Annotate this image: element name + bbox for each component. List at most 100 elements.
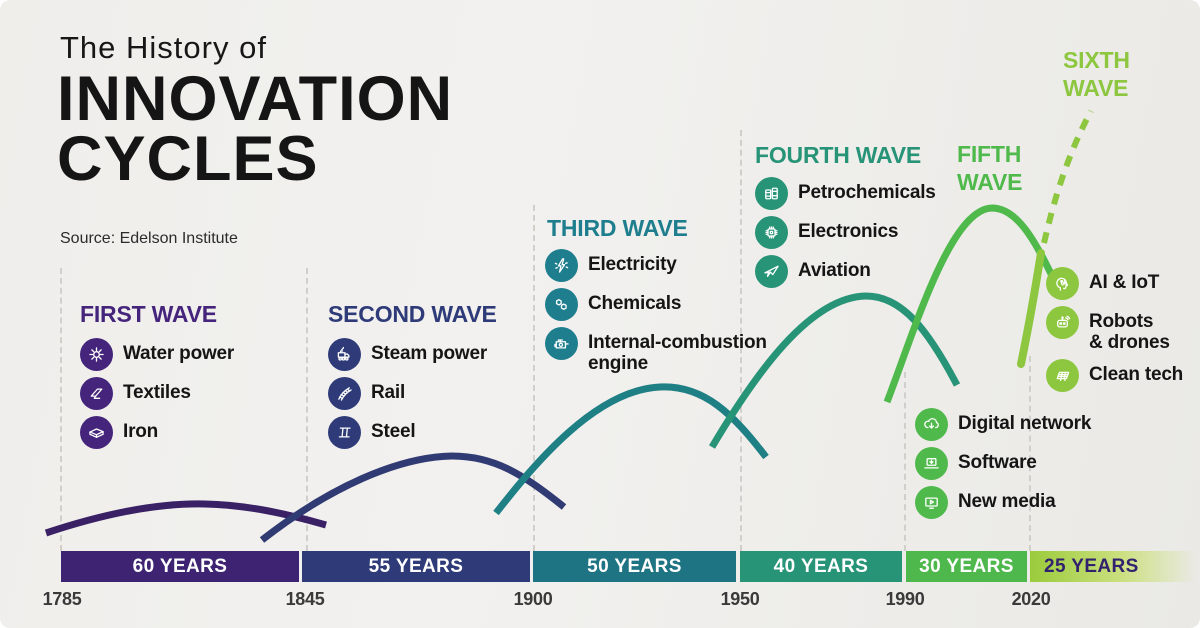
fourth-wave-title: FOURTH WAVE — [755, 142, 922, 168]
internal-combustion-engine-icon — [545, 327, 578, 360]
list-item: Chemicals — [545, 288, 767, 321]
item-label: Chemicals — [588, 293, 682, 315]
item-label: Petrochemicals — [798, 182, 936, 204]
steel-icon — [328, 416, 361, 449]
list-item: Steel — [328, 416, 487, 449]
item-label: AI & IoT — [1089, 272, 1160, 294]
first-wave-title: FIRST WAVE — [80, 301, 217, 327]
list-item: Electricity — [545, 249, 767, 282]
guide-line-1990 — [904, 372, 906, 551]
clean-tech-icon — [1046, 359, 1079, 393]
item-label: Steam power — [371, 343, 488, 365]
sixth-wave-items: AI & IoT Robots & drones Clean tech — [1046, 267, 1183, 398]
petrochemicals-icon — [755, 177, 788, 210]
second-wave-title: SECOND WAVE — [328, 301, 497, 327]
year-label-1950: 1950 — [720, 589, 760, 609]
item-label-line1: Robots — [1089, 311, 1154, 332]
list-item: Steam power — [328, 338, 487, 371]
aviation-icon — [755, 255, 788, 288]
first-wave-items: Water power Textiles Iron — [80, 338, 234, 455]
list-item: Robots & drones — [1046, 306, 1183, 353]
third-wave-items: Electricity Chemicals Internal-combustio… — [545, 249, 767, 380]
first-wave-curve — [44, 500, 327, 537]
year-label-1990: 1990 — [885, 589, 925, 609]
list-item: Electronics — [755, 216, 936, 249]
water-power-icon — [80, 338, 113, 371]
new-media-icon — [915, 486, 948, 519]
timeline-segment-30-years: 30 YEARS — [906, 551, 1027, 582]
timeline-segment-55-years: 55 YEARS — [302, 551, 530, 582]
item-label: Textiles — [123, 382, 191, 404]
year-label-2020: 2020 — [1011, 589, 1051, 609]
digital-network-icon — [915, 408, 948, 441]
item-label: Software — [958, 452, 1037, 474]
timeline-segment-60-years: 60 YEARS — [61, 551, 299, 582]
list-item: Aviation — [755, 255, 936, 288]
third-wave-title: THIRD WAVE — [547, 215, 688, 241]
guide-line-2020 — [1029, 356, 1031, 551]
year-label-1845: 1845 — [285, 589, 325, 609]
page-title: INNOVATION CYCLES — [57, 64, 454, 194]
sixth-wave-title-line2: WAVE — [1063, 74, 1129, 101]
list-item: AI & IoT — [1046, 267, 1183, 300]
guide-line-1785 — [60, 268, 62, 551]
list-item: Rail — [328, 377, 487, 410]
timeline-segment-40-years: 40 YEARS — [740, 551, 902, 582]
sixth-wave-title-line1: SIXTH — [1063, 47, 1130, 73]
list-item: Petrochemicals — [755, 177, 936, 210]
fifth-wave-title: FIFTH WAVE — [957, 141, 1022, 196]
list-item: New media — [915, 486, 1091, 519]
sixth-wave-curve-dashed — [1041, 109, 1094, 244]
sixth-wave-title: SIXTH WAVE — [1063, 47, 1130, 102]
second-wave-items: Steam power Rail Steel — [328, 338, 487, 455]
chemicals-icon — [545, 288, 578, 321]
fifth-wave-title-line1: FIFTH — [957, 141, 1022, 167]
item-label: Clean tech — [1089, 364, 1184, 386]
rail-icon — [328, 377, 361, 410]
steam-power-icon — [328, 338, 361, 371]
textiles-icon — [80, 377, 113, 410]
fifth-wave-items: Digital network Software New media — [915, 408, 1091, 525]
item-label: Aviation — [798, 260, 871, 282]
item-label: Rail — [371, 382, 406, 404]
item-label: Digital network — [958, 413, 1092, 435]
year-label-1900: 1900 — [513, 589, 553, 609]
title-line-2: CYCLES — [57, 123, 319, 194]
pretitle: The History of — [60, 30, 267, 65]
guide-line-1900 — [533, 205, 535, 551]
timeline-segment-50-years: 50 YEARS — [533, 551, 736, 582]
item-label: Robots & drones — [1089, 306, 1170, 353]
electricity-icon — [545, 249, 578, 282]
item-label: Steel — [371, 421, 416, 443]
item-label-line1: Internal-combustion — [588, 332, 767, 353]
third-wave-curve — [493, 383, 769, 516]
list-item: Digital network — [915, 408, 1091, 441]
ai-iot-icon — [1046, 267, 1079, 300]
item-label-line2: engine — [588, 352, 649, 374]
item-label: Internal-combustion engine — [588, 327, 767, 374]
list-item: Clean tech — [1046, 359, 1184, 393]
list-item: Iron — [80, 416, 234, 449]
list-item: Software — [915, 447, 1091, 480]
item-label: Iron — [123, 421, 159, 443]
sixth-wave-curve-solid — [1017, 249, 1045, 368]
fourth-wave-items: Petrochemicals Electronics Aviation — [755, 177, 936, 294]
item-label: Water power — [123, 343, 235, 365]
guide-line-1845 — [306, 268, 308, 551]
list-item: Textiles — [80, 377, 234, 410]
item-label: Electricity — [588, 254, 677, 276]
robots-drones-icon — [1046, 306, 1079, 339]
list-item: Water power — [80, 338, 234, 371]
source-note: Source: Edelson Institute — [60, 230, 238, 247]
item-label: New media — [958, 491, 1056, 513]
software-icon — [915, 447, 948, 480]
timeline-segment-25-years: 25 YEARS — [1030, 551, 1196, 582]
item-label: Electronics — [798, 221, 899, 243]
electronics-icon — [755, 216, 788, 249]
item-label-line2: & drones — [1089, 331, 1170, 353]
year-label-1785: 1785 — [42, 589, 82, 609]
fifth-wave-title-line2: WAVE — [957, 168, 1023, 195]
list-item: Internal-combustion engine — [545, 327, 767, 374]
title-line-1: INNOVATION — [57, 64, 454, 134]
